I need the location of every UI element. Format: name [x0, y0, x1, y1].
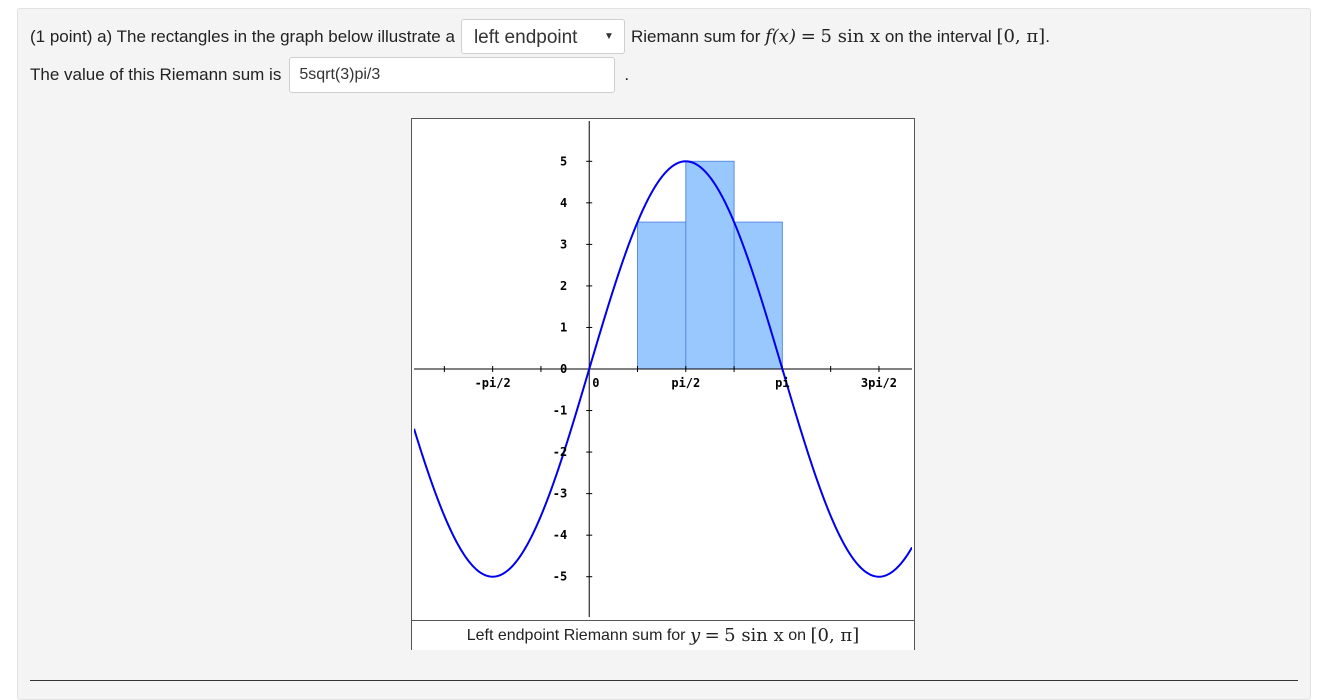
riemann-rectangle-2: [637, 221, 687, 370]
function-curve: [414, 160, 912, 578]
y-tick-label: 4: [560, 196, 567, 210]
x-tick-label: -pi/2: [475, 376, 511, 390]
function-equals: =: [800, 26, 816, 47]
chevron-down-icon: ▼: [604, 31, 614, 42]
caption-text: Left endpoint Riemann sum for: [466, 626, 686, 644]
y-tick-label: 0: [560, 362, 567, 376]
graph-box: -pi/2 0 pi/2 pi 3pi/2 5 4 3 2 1 0 -1 -2 -3 -4 -5 Left e…: [411, 118, 915, 650]
y-tick-label: 2: [560, 279, 567, 293]
question-end: .: [1045, 26, 1050, 46]
y-tick-label: -5: [553, 570, 567, 584]
y-tick-label: 3: [560, 237, 567, 251]
y-tick-label: -3: [553, 487, 567, 501]
function-rhs: 5 sin x: [820, 26, 881, 47]
answer-line: The value of this Riemann sum is 5sqrt(3…: [30, 56, 629, 93]
x-tick-label: 0: [592, 376, 599, 390]
answer-label: The value of this Riemann sum is: [30, 64, 282, 84]
y-tick-label: 5: [560, 154, 567, 168]
interval-text: on the interval: [884, 26, 992, 46]
question-prefix: (1 point) a) The rectangles in the graph…: [30, 26, 455, 46]
y-tick-label: -1: [553, 404, 567, 418]
riemann-rectangle-3: [685, 160, 735, 370]
x-tick-label: pi/2: [671, 376, 700, 390]
riemann-type-dropdown[interactable]: left endpoint ▼: [460, 19, 625, 54]
caption-on: on: [788, 626, 807, 644]
y-tick-label: -4: [553, 528, 567, 542]
question-line: (1 point) a) The rectangles in the graph…: [30, 18, 1050, 55]
interval-value: [0, π]: [996, 26, 1046, 47]
caption-interval: [0, π]: [810, 625, 860, 646]
riemann-sum-answer-input[interactable]: 5sqrt(3)pi/3: [289, 56, 616, 93]
answer-period: .: [624, 64, 630, 84]
y-tick-label: -2: [553, 445, 567, 459]
x-tick-label: pi: [775, 376, 789, 390]
dropdown-value: left endpoint: [473, 27, 578, 48]
riemann-chart: -pi/2 0 pi/2 pi 3pi/2 5 4 3 2 1 0 -1 -2 -3 -4 -5: [414, 121, 912, 617]
divider: [30, 680, 1298, 681]
function-lhs: f(x): [765, 26, 796, 47]
y-tick-label: 1: [560, 320, 567, 334]
caption-equals: =: [704, 625, 720, 646]
x-tick-label: 3pi/2: [861, 376, 897, 390]
caption-y: y: [689, 625, 701, 646]
question-middle: Riemann sum for: [630, 26, 761, 46]
graph-caption: Left endpoint Riemann sum for y = 5 sin …: [412, 620, 914, 650]
caption-rhs: 5 sin x: [724, 625, 784, 646]
